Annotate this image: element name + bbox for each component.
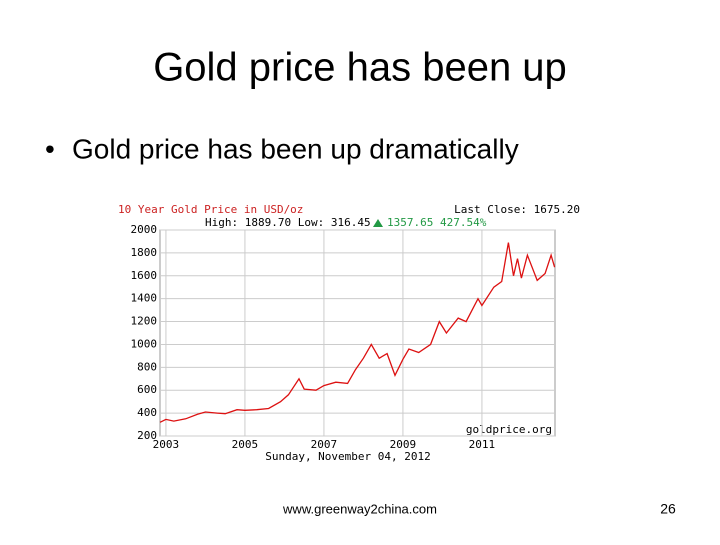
- slide-title: Gold price has been up: [153, 46, 567, 90]
- y-tick-label: 200: [137, 429, 157, 442]
- footer: www.greenway2china.com: [282, 501, 437, 516]
- x-tick-label: 2011: [469, 438, 496, 451]
- x-tick-label: 2003: [153, 438, 180, 451]
- annotation: 1357.65 427.54%: [387, 216, 487, 229]
- page-number: 26: [660, 501, 676, 517]
- bullet: Gold price has been up dramatically: [72, 133, 519, 164]
- y-tick-label: 2000: [131, 223, 158, 236]
- y-tick-label: 400: [137, 406, 157, 419]
- annotation: goldprice.org: [466, 423, 552, 436]
- y-tick-label: 800: [137, 360, 157, 373]
- annotation: Last Close: 1675.20: [454, 203, 580, 216]
- y-tick-label: 1200: [131, 315, 158, 328]
- y-tick-label: 1800: [131, 246, 158, 259]
- x-tick-label: 2009: [390, 438, 417, 451]
- x-axis-label: Sunday, November 04, 2012: [265, 450, 431, 463]
- x-tick-label: 2007: [311, 438, 338, 451]
- x-tick-label: 2005: [232, 438, 259, 451]
- chart-title: 10 Year Gold Price in USD/oz: [118, 203, 303, 216]
- annotation: High: 1889.70 Low: 316.45: [205, 216, 371, 229]
- y-tick-label: 600: [137, 383, 157, 396]
- y-tick-label: 1000: [131, 337, 158, 350]
- y-tick-label: 1400: [131, 292, 158, 305]
- up-arrow: [373, 219, 383, 227]
- y-tick-label: 1600: [131, 269, 158, 282]
- bullet-marker: •: [45, 133, 55, 164]
- price-line: [159, 242, 556, 423]
